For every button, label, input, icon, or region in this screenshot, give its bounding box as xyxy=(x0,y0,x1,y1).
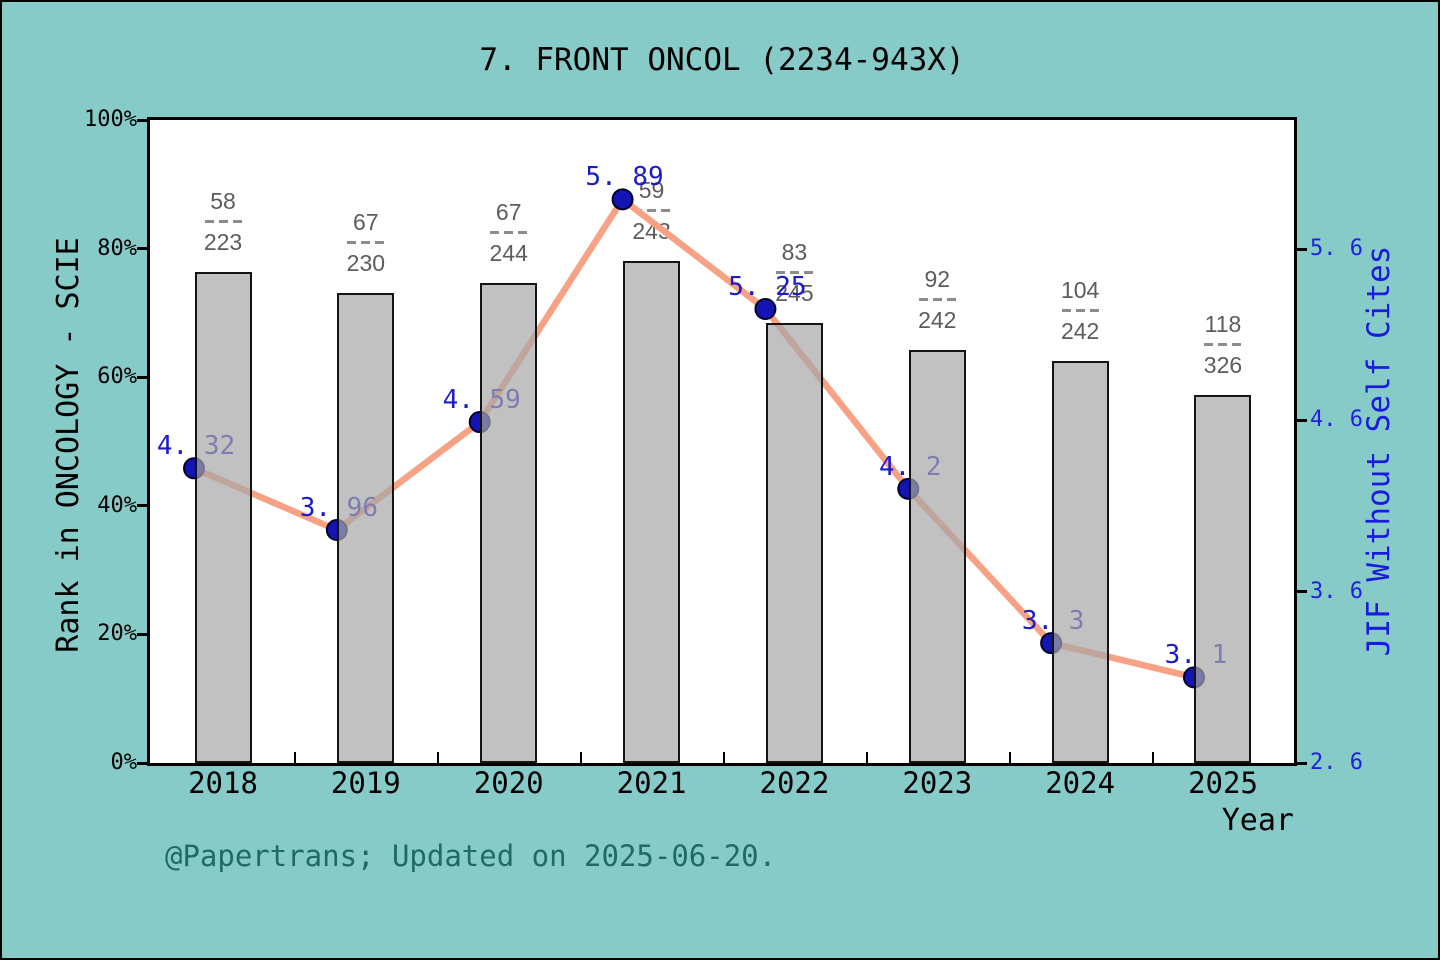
fraction-numerator: 92 xyxy=(924,266,951,293)
x-tick-label: 2021 xyxy=(616,766,687,800)
y-axis-tick xyxy=(137,375,147,379)
rank-fraction: 67 230 xyxy=(296,209,436,277)
x-minor-tick xyxy=(1151,752,1154,763)
fraction-denominator: 242 xyxy=(918,307,957,334)
y-axis-tick xyxy=(137,632,147,636)
rank-bar xyxy=(908,350,966,763)
y-axis-tick xyxy=(137,761,147,765)
x-tick-label: 2018 xyxy=(188,766,258,800)
fraction-numerator: 104 xyxy=(1060,277,1100,304)
rank-fraction: 58 223 xyxy=(153,188,293,256)
x-tick-label: 2023 xyxy=(902,766,973,800)
y-axis-tick-label: 20% xyxy=(97,621,137,647)
y2-axis-tick-label: 2. 6 xyxy=(1310,750,1363,775)
y2-axis-tick-label: 3. 6 xyxy=(1310,578,1363,604)
fraction-separator xyxy=(775,271,813,275)
jif-marker xyxy=(611,188,634,211)
right-axis-title: JIF Without Self Cites xyxy=(1361,245,1397,657)
y2-axis-tick-label: 4. 6 xyxy=(1310,407,1363,433)
x-minor-tick xyxy=(1008,752,1011,763)
x-minor-tick xyxy=(865,752,868,763)
fraction-numerator: 67 xyxy=(495,198,522,225)
fraction-separator xyxy=(204,219,242,223)
x-minor-tick xyxy=(580,752,583,763)
rank-bar xyxy=(194,271,252,763)
x-tick-label: 2019 xyxy=(330,766,401,800)
x-minor-tick xyxy=(294,752,297,763)
y2-axis-tick xyxy=(1297,590,1307,594)
jif-value-label: 5. 25 xyxy=(728,271,807,302)
rank-bar xyxy=(765,323,823,763)
rank-bar xyxy=(1194,395,1252,763)
x-minor-tick xyxy=(437,752,440,763)
y2-axis-tick-label: 5. 6 xyxy=(1310,236,1363,261)
fraction-separator xyxy=(1204,343,1242,347)
x-minor-tick xyxy=(722,752,725,763)
left-axis-title: Rank in ONCOLOGY - SCIE xyxy=(51,237,86,653)
fraction-numerator: 67 xyxy=(353,208,379,235)
jif-value-label: 5. 89 xyxy=(585,162,664,193)
x-axis-title: Year xyxy=(1221,803,1294,838)
rank-bar xyxy=(337,292,395,763)
jif-marker xyxy=(754,297,777,320)
fraction-denominator: 242 xyxy=(1060,318,1100,345)
x-tick-label: 2025 xyxy=(1188,766,1258,800)
rank-bar xyxy=(1051,361,1109,763)
rank-fraction: 83 245 xyxy=(724,239,864,307)
fraction-separator xyxy=(490,230,528,234)
fraction-separator xyxy=(347,240,385,244)
y-axis-tick xyxy=(137,118,147,122)
y-axis-tick-label: 40% xyxy=(97,492,137,518)
rank-fraction: 92 242 xyxy=(867,266,1007,334)
y-axis-tick-label: 0% xyxy=(110,750,138,775)
y2-axis-tick xyxy=(1297,761,1307,765)
rank-bar xyxy=(623,260,681,763)
fraction-denominator: 326 xyxy=(1203,352,1243,379)
y-axis-tick xyxy=(137,504,147,508)
fraction-separator xyxy=(1061,309,1099,313)
y-axis-tick-label: 80% xyxy=(97,235,137,261)
x-tick-label: 2022 xyxy=(759,766,830,800)
rank-fraction: 67 244 xyxy=(439,199,579,267)
chart-title: 7. FRONT ONCOL (2234-943X) xyxy=(479,42,965,78)
rank-bar xyxy=(480,282,538,763)
rank-fraction: 118 326 xyxy=(1153,311,1293,379)
fraction-separator xyxy=(633,208,671,212)
fraction-denominator: 244 xyxy=(489,239,528,266)
jif-line-layer xyxy=(183,188,1205,689)
x-tick-label: 2020 xyxy=(473,766,544,800)
fraction-denominator: 245 xyxy=(775,280,814,307)
fraction-separator xyxy=(918,298,956,302)
y2-axis-tick xyxy=(1297,418,1307,422)
fraction-denominator: 223 xyxy=(203,228,243,255)
fraction-numerator: 83 xyxy=(781,239,808,266)
y-axis-tick-label: 100% xyxy=(84,107,137,132)
y-axis-tick-label: 60% xyxy=(97,364,137,390)
y2-axis-tick xyxy=(1297,247,1307,251)
fraction-denominator: 230 xyxy=(346,249,386,276)
fraction-numerator: 59 xyxy=(638,176,665,203)
x-tick-label: 2024 xyxy=(1045,766,1116,800)
fraction-numerator: 118 xyxy=(1204,311,1242,338)
rank-fraction: 104 242 xyxy=(1010,277,1150,345)
y-axis-tick xyxy=(137,247,147,251)
footer-note: @Papertrans; Updated on 2025-06-20. xyxy=(165,839,777,873)
fraction-numerator: 58 xyxy=(210,187,236,214)
